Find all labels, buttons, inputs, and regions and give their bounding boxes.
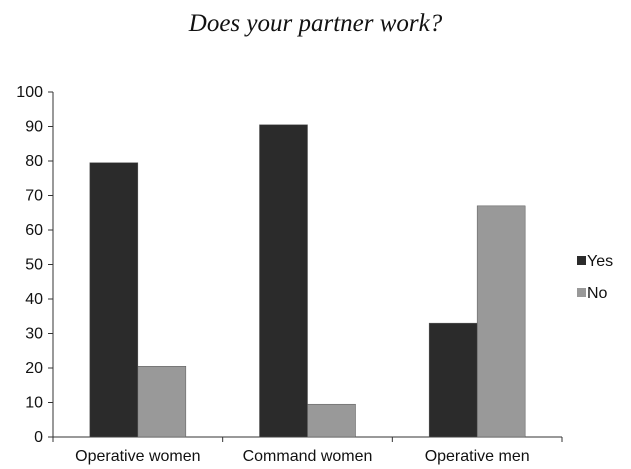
y-tick-label: 10 <box>25 395 43 412</box>
bar-yes-1 <box>259 124 308 438</box>
y-tick-label: 50 <box>25 257 43 274</box>
x-category-label: Operative men <box>425 448 530 465</box>
y-tick-label: 70 <box>25 188 43 205</box>
chart-bars <box>89 124 526 438</box>
legend-label-yes: Yes <box>587 253 613 270</box>
chart-axes: 0 10 20 30 40 50 60 70 80 90 100 Operative women Com… <box>16 84 563 465</box>
chart-title: Does your partner work? <box>188 10 443 37</box>
y-tick-label: 100 <box>16 84 43 101</box>
y-tick-label: 0 <box>34 429 43 446</box>
legend-swatch-no <box>577 288 586 297</box>
y-tick-label: 80 <box>25 153 43 170</box>
y-tick-label: 30 <box>25 326 43 343</box>
legend-swatch-yes <box>577 256 586 265</box>
bar-yes-2 <box>428 322 478 438</box>
x-category-label: Operative women <box>75 448 200 465</box>
y-tick-label: 60 <box>25 222 43 239</box>
chart-legend: Yes No <box>577 253 613 302</box>
legend-label-no: No <box>587 285 608 302</box>
y-tick-label: 40 <box>25 291 43 308</box>
x-category-label: Command women <box>243 448 373 465</box>
bar-no-1 <box>307 403 356 438</box>
bar-no-0 <box>137 366 187 438</box>
y-tick-label: 90 <box>25 119 43 136</box>
y-tick-label: 20 <box>25 360 43 377</box>
bar-yes-0 <box>89 162 139 438</box>
bar-no-2 <box>476 205 526 438</box>
